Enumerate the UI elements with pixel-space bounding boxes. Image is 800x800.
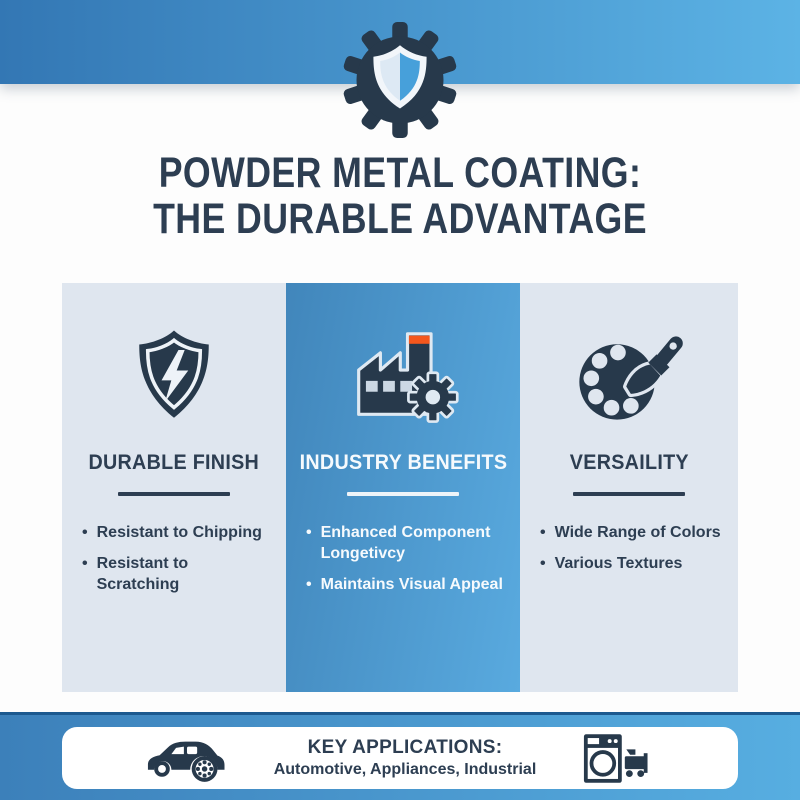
bullet-dot: • — [540, 524, 546, 541]
key-applications-card: KEY APPLICATIONS: Automotive, Appliances… — [62, 727, 738, 789]
bullet-text: Enhanced Component Longetivcy — [320, 524, 491, 563]
page-title-line1: POWDER METAL COATING: — [158, 149, 642, 197]
bullet-text: Wide Range of Colors — [554, 524, 721, 541]
bullet-dot: • — [306, 524, 312, 541]
shield-lightning-icon — [125, 323, 223, 427]
column-durable-finish: DURABLE FINISH • Resistant to Chipping • R… — [62, 283, 286, 692]
list-item: • Maintains Visual Appeal — [306, 574, 506, 595]
column-versatility: VERSAILITY • Wide Range of Colors • Variou… — [520, 283, 738, 692]
bullet-dot: • — [306, 576, 312, 594]
column-industry-benefits: INDUSTRY BENEFITS • Enhanced Component Lo… — [286, 283, 520, 692]
feature-columns: DURABLE FINISH • Resistant to Chipping • R… — [62, 283, 738, 692]
bullet-text: Maintains Visual Appeal — [320, 576, 503, 594]
car-icon — [144, 733, 230, 783]
column-title: VERSAILITY — [569, 451, 689, 474]
list-item: • Wide Range of Colors — [540, 522, 724, 543]
bullet-dot: • — [82, 524, 88, 541]
list-item: • Enhanced Component Longetivcy — [306, 522, 506, 564]
list-item: • Resistant to Scratching — [82, 553, 272, 595]
column-title: INDUSTRY BENEFITS — [299, 451, 507, 474]
washing-machine-and-dolly-icon — [580, 732, 656, 785]
key-applications-subtitle: Automotive, Appliances, Industrial — [273, 761, 537, 778]
key-applications-title: KEY APPLICATIONS: — [307, 737, 503, 758]
divider — [573, 492, 685, 496]
bullet-text: Various Textures — [554, 555, 683, 573]
bullet-list: • Enhanced Component Longetivcy • Maintain… — [286, 522, 520, 605]
page-title-line2: THE DURABLE ADVANTAGE — [153, 195, 647, 243]
palette-brush-icon — [569, 323, 689, 427]
bullet-dot: • — [82, 555, 88, 573]
bullet-text: Resistant to Chipping — [96, 524, 262, 541]
column-title: DURABLE FINISH — [88, 451, 260, 474]
key-applications-text: KEY APPLICATIONS: Automotive, Appliances… — [274, 737, 537, 779]
list-item: • Resistant to Chipping — [82, 522, 272, 543]
factory-gear-icon — [344, 323, 462, 427]
list-item: • Various Textures — [540, 553, 724, 574]
gear-shield-icon — [342, 22, 458, 138]
divider — [118, 492, 230, 496]
bullet-text: Resistant to Scratching — [96, 555, 189, 594]
bullet-dot: • — [540, 555, 546, 573]
page-title: POWDER METAL COATING: THE DURABLE ADVANT… — [68, 150, 732, 242]
divider — [347, 492, 459, 496]
bullet-list: • Resistant to Chipping • Resistant to Scr… — [62, 522, 286, 605]
bullet-list: • Wide Range of Colors • Various Textures — [520, 522, 738, 584]
